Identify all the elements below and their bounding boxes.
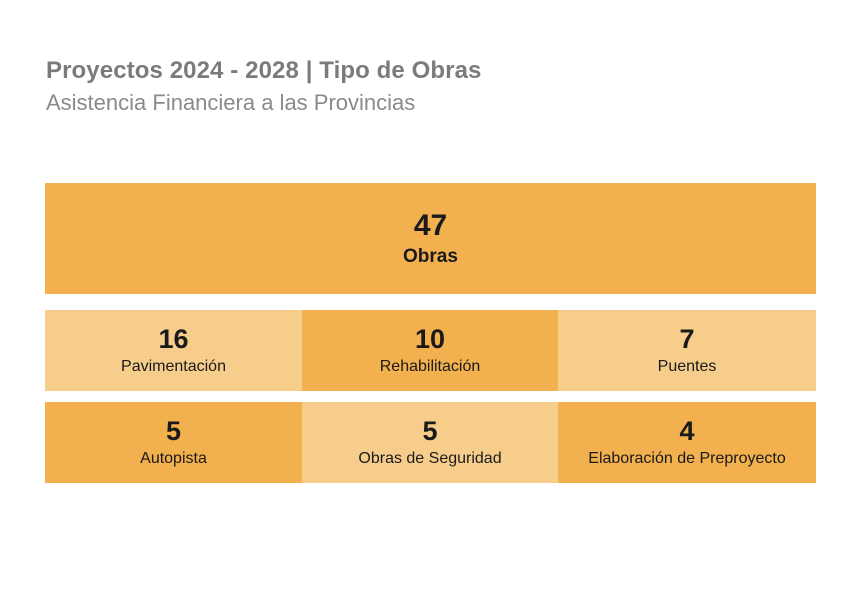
category-label: Obras de Seguridad — [358, 449, 502, 467]
total-obras-card: 47 Obras — [45, 183, 816, 294]
category-value: 5 — [165, 415, 182, 446]
category-value: 16 — [158, 323, 189, 354]
category-label: Pavimentación — [121, 357, 226, 375]
category-label: Elaboración de Preproyecto — [588, 449, 786, 467]
category-card-pavimentacion: 16 Pavimentación — [45, 310, 302, 391]
total-value: 47 — [413, 209, 448, 242]
category-value: 5 — [422, 415, 438, 446]
category-row-1: 16 Pavimentación 10 Rehabilitación 7 Pue… — [45, 310, 816, 391]
category-card-rehabilitacion: 10 Rehabilitación — [302, 310, 558, 391]
page-title: Proyectos 2024 - 2028 | Tipo de Obras — [46, 57, 482, 84]
category-card-autopista: 5 Autopista — [45, 402, 302, 483]
total-label: Obras — [403, 246, 458, 267]
category-card-obras-de-seguridad: 5 Obras de Seguridad — [302, 402, 558, 483]
category-label: Rehabilitación — [379, 357, 481, 375]
category-card-elaboracion-de-preproyecto: 4 Elaboración de Preproyecto — [558, 402, 816, 483]
category-value: 4 — [679, 415, 695, 446]
category-value: 10 — [414, 323, 446, 354]
obras-grid: 47 Obras 16 Pavimentación 10 Rehabilitac… — [45, 183, 816, 483]
category-card-puentes: 7 Puentes — [558, 310, 816, 391]
category-label: Autopista — [140, 449, 207, 467]
page-subtitle: Asistencia Financiera a las Provincias — [46, 90, 416, 115]
category-row-2: 5 Autopista 5 Obras de Seguridad 4 Elabo… — [45, 402, 816, 483]
category-label: Puentes — [657, 357, 717, 375]
category-value: 7 — [679, 323, 695, 354]
